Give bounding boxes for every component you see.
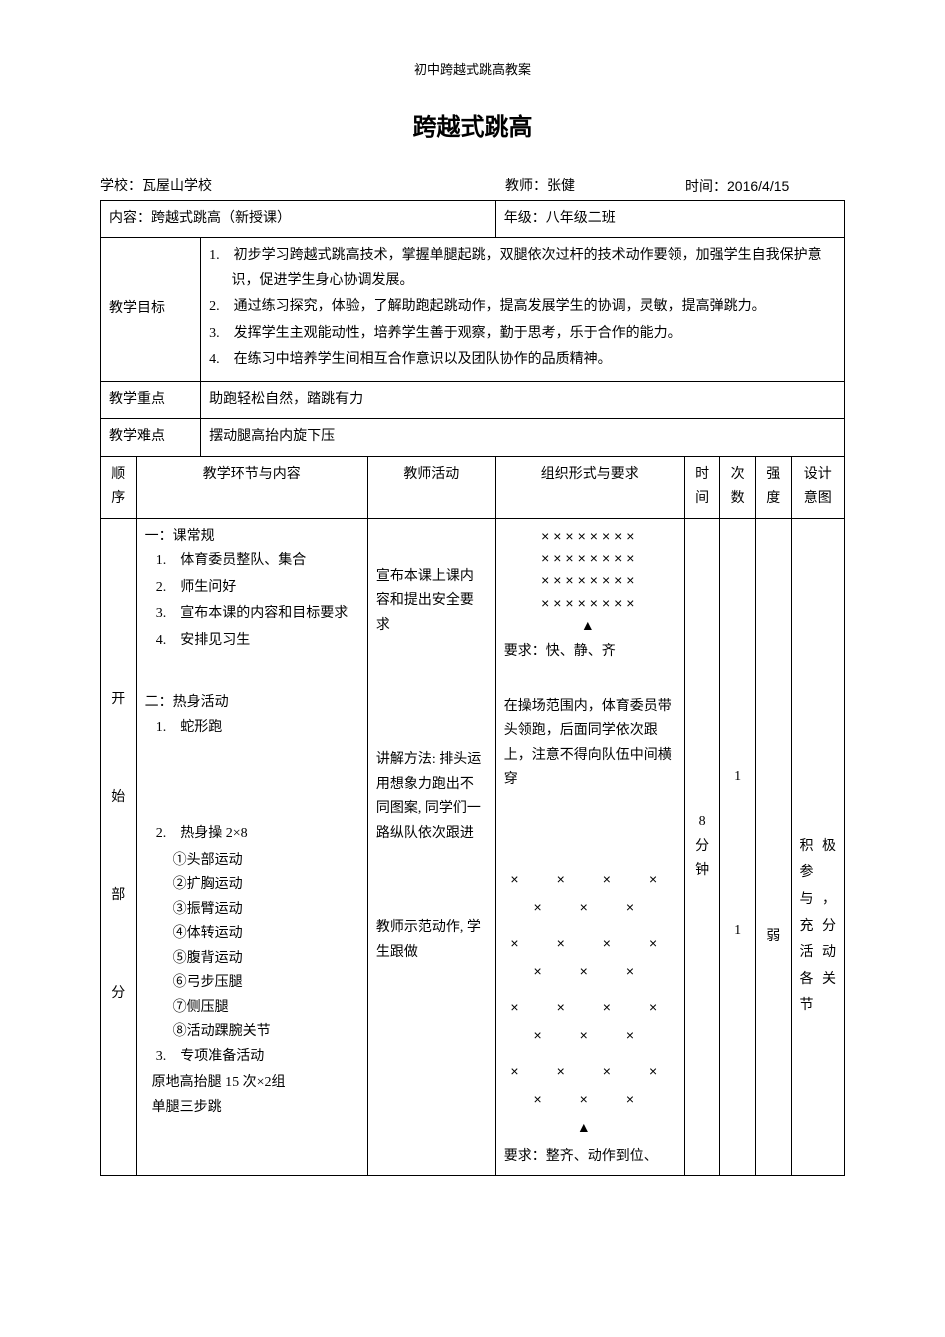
section-opening: 开 始 部 分 一：课常规 1. 体育委员整队、集合 2. 师生问好 3. 宣布… <box>101 518 845 1176</box>
teacher-value: 张健 <box>547 179 575 194</box>
goals-list: 1. 初步学习跨越式跳高技术，掌握单腿起跳，双腿依次过杆的技术动作要领，加强学生… <box>209 244 836 373</box>
opening-count: 1 1 <box>720 518 756 1176</box>
grade-value: 八年级二班 <box>546 211 616 226</box>
goals-row: 教学目标 1. 初步学习跨越式跳高技术，掌握单腿起跳，双腿依次过杆的技术动作要领… <box>101 238 845 382</box>
hdr-count: 次数 <box>720 456 756 518</box>
opening-teacher: 宣布本课上课内容和提出安全要求 讲解方法: 排头运用想象力跑出不同图案, 同学们… <box>367 518 495 1176</box>
content-row: 内容：跨越式跳高（新授课） 年级：八年级二班 <box>101 200 845 238</box>
section-opening-label: 开 始 部 分 <box>101 518 137 1176</box>
goal-item: 3. 发挥学生主观能动性，培养学生善于观察，勤于思考，乐于合作的能力。 <box>209 322 836 347</box>
grade-label: 年级： <box>504 211 546 226</box>
school-label: 学校： <box>100 179 142 194</box>
hdr-segment: 教学环节与内容 <box>136 456 367 518</box>
difficulty-row: 教学难点 摆动腿高抬内旋下压 <box>101 419 845 457</box>
opening-org: ×××××××× ×××××××× ×××××××× ×××××××× ▲ 要求… <box>495 518 684 1176</box>
goals-label: 教学目标 <box>101 238 201 382</box>
key-row: 教学重点 助跑轻松自然，踏跳有力 <box>101 381 845 419</box>
difficulty-label: 教学难点 <box>101 419 201 457</box>
hdr-org: 组织形式与要求 <box>495 456 684 518</box>
goal-item: 2. 通过练习探究，体验，了解助跑起跳动作，提高发展学生的协调，灵敏，提高弹跳力… <box>209 295 836 320</box>
hdr-teacher: 教师活动 <box>367 456 495 518</box>
school-value: 瓦屋山学校 <box>142 179 212 194</box>
hdr-seq: 顺序 <box>101 456 137 518</box>
key-value: 助跑轻松自然，踏跳有力 <box>201 381 845 419</box>
teacher-label: 教师： <box>505 179 547 194</box>
meta-row: 学校：瓦屋山学校 教师：张健 时间：2016/4/15 <box>100 176 845 198</box>
opening-design: 积极参与，充分活动各关节 <box>791 518 844 1176</box>
page-header: 初中跨越式跳高教案 <box>100 60 845 80</box>
hdr-design: 设计意图 <box>791 456 844 518</box>
goal-item: 4. 在练习中培养学生间相互合作意识以及团队协作的品质精神。 <box>209 348 836 373</box>
hdr-time: 时间 <box>684 456 720 518</box>
time-value: 2016/4/15 <box>727 178 789 194</box>
opening-intensity: 弱 <box>755 518 791 1176</box>
opening-content: 一：课常规 1. 体育委员整队、集合 2. 师生问好 3. 宣布本课的内容和目标… <box>136 518 367 1176</box>
header-row: 顺序 教学环节与内容 教师活动 组织形式与要求 时间 次数 强度 设计意图 <box>101 456 845 518</box>
time-label: 时间： <box>685 180 727 195</box>
lesson-plan-table: 内容：跨越式跳高（新授课） 年级：八年级二班 教学目标 1. 初步学习跨越式跳高… <box>100 200 845 1177</box>
hdr-intensity: 强度 <box>755 456 791 518</box>
content-label: 内容： <box>109 211 151 226</box>
difficulty-value: 摆动腿高抬内旋下压 <box>201 419 845 457</box>
content-value: 跨越式跳高（新授课） <box>151 211 291 226</box>
doc-title: 跨越式跳高 <box>100 110 845 146</box>
key-label: 教学重点 <box>101 381 201 419</box>
goal-item: 1. 初步学习跨越式跳高技术，掌握单腿起跳，双腿依次过杆的技术动作要领，加强学生… <box>209 244 836 293</box>
